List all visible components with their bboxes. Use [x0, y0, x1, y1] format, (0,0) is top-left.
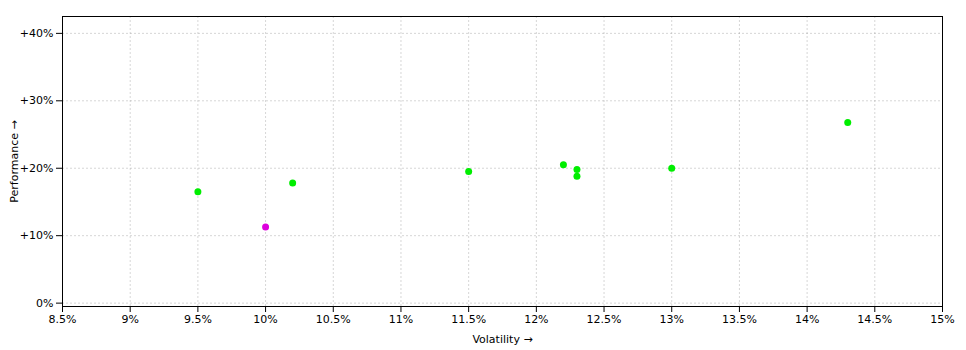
- svg-text:12.5%: 12.5%: [587, 313, 622, 326]
- svg-text:14%: 14%: [795, 313, 819, 326]
- svg-text:11%: 11%: [389, 313, 413, 326]
- svg-text:9.5%: 9.5%: [184, 313, 212, 326]
- svg-text:+40%: +40%: [20, 27, 54, 40]
- svg-text:13.5%: 13.5%: [722, 313, 757, 326]
- svg-text:+10%: +10%: [20, 229, 54, 242]
- svg-text:13%: 13%: [660, 313, 684, 326]
- svg-text:8.5%: 8.5%: [49, 313, 77, 326]
- svg-text:Volatility →: Volatility →: [472, 333, 532, 346]
- svg-text:14.5%: 14.5%: [857, 313, 892, 326]
- svg-text:+20%: +20%: [20, 162, 54, 175]
- svg-text:10.5%: 10.5%: [316, 313, 351, 326]
- svg-text:Performance →: Performance →: [8, 120, 21, 202]
- svg-text:9%: 9%: [121, 313, 138, 326]
- svg-text:10%: 10%: [253, 313, 277, 326]
- svg-text:11.5%: 11.5%: [451, 313, 486, 326]
- svg-text:0%: 0%: [36, 297, 53, 310]
- svg-text:15%: 15%: [930, 313, 954, 326]
- svg-text:+30%: +30%: [20, 94, 54, 107]
- svg-text:12%: 12%: [524, 313, 548, 326]
